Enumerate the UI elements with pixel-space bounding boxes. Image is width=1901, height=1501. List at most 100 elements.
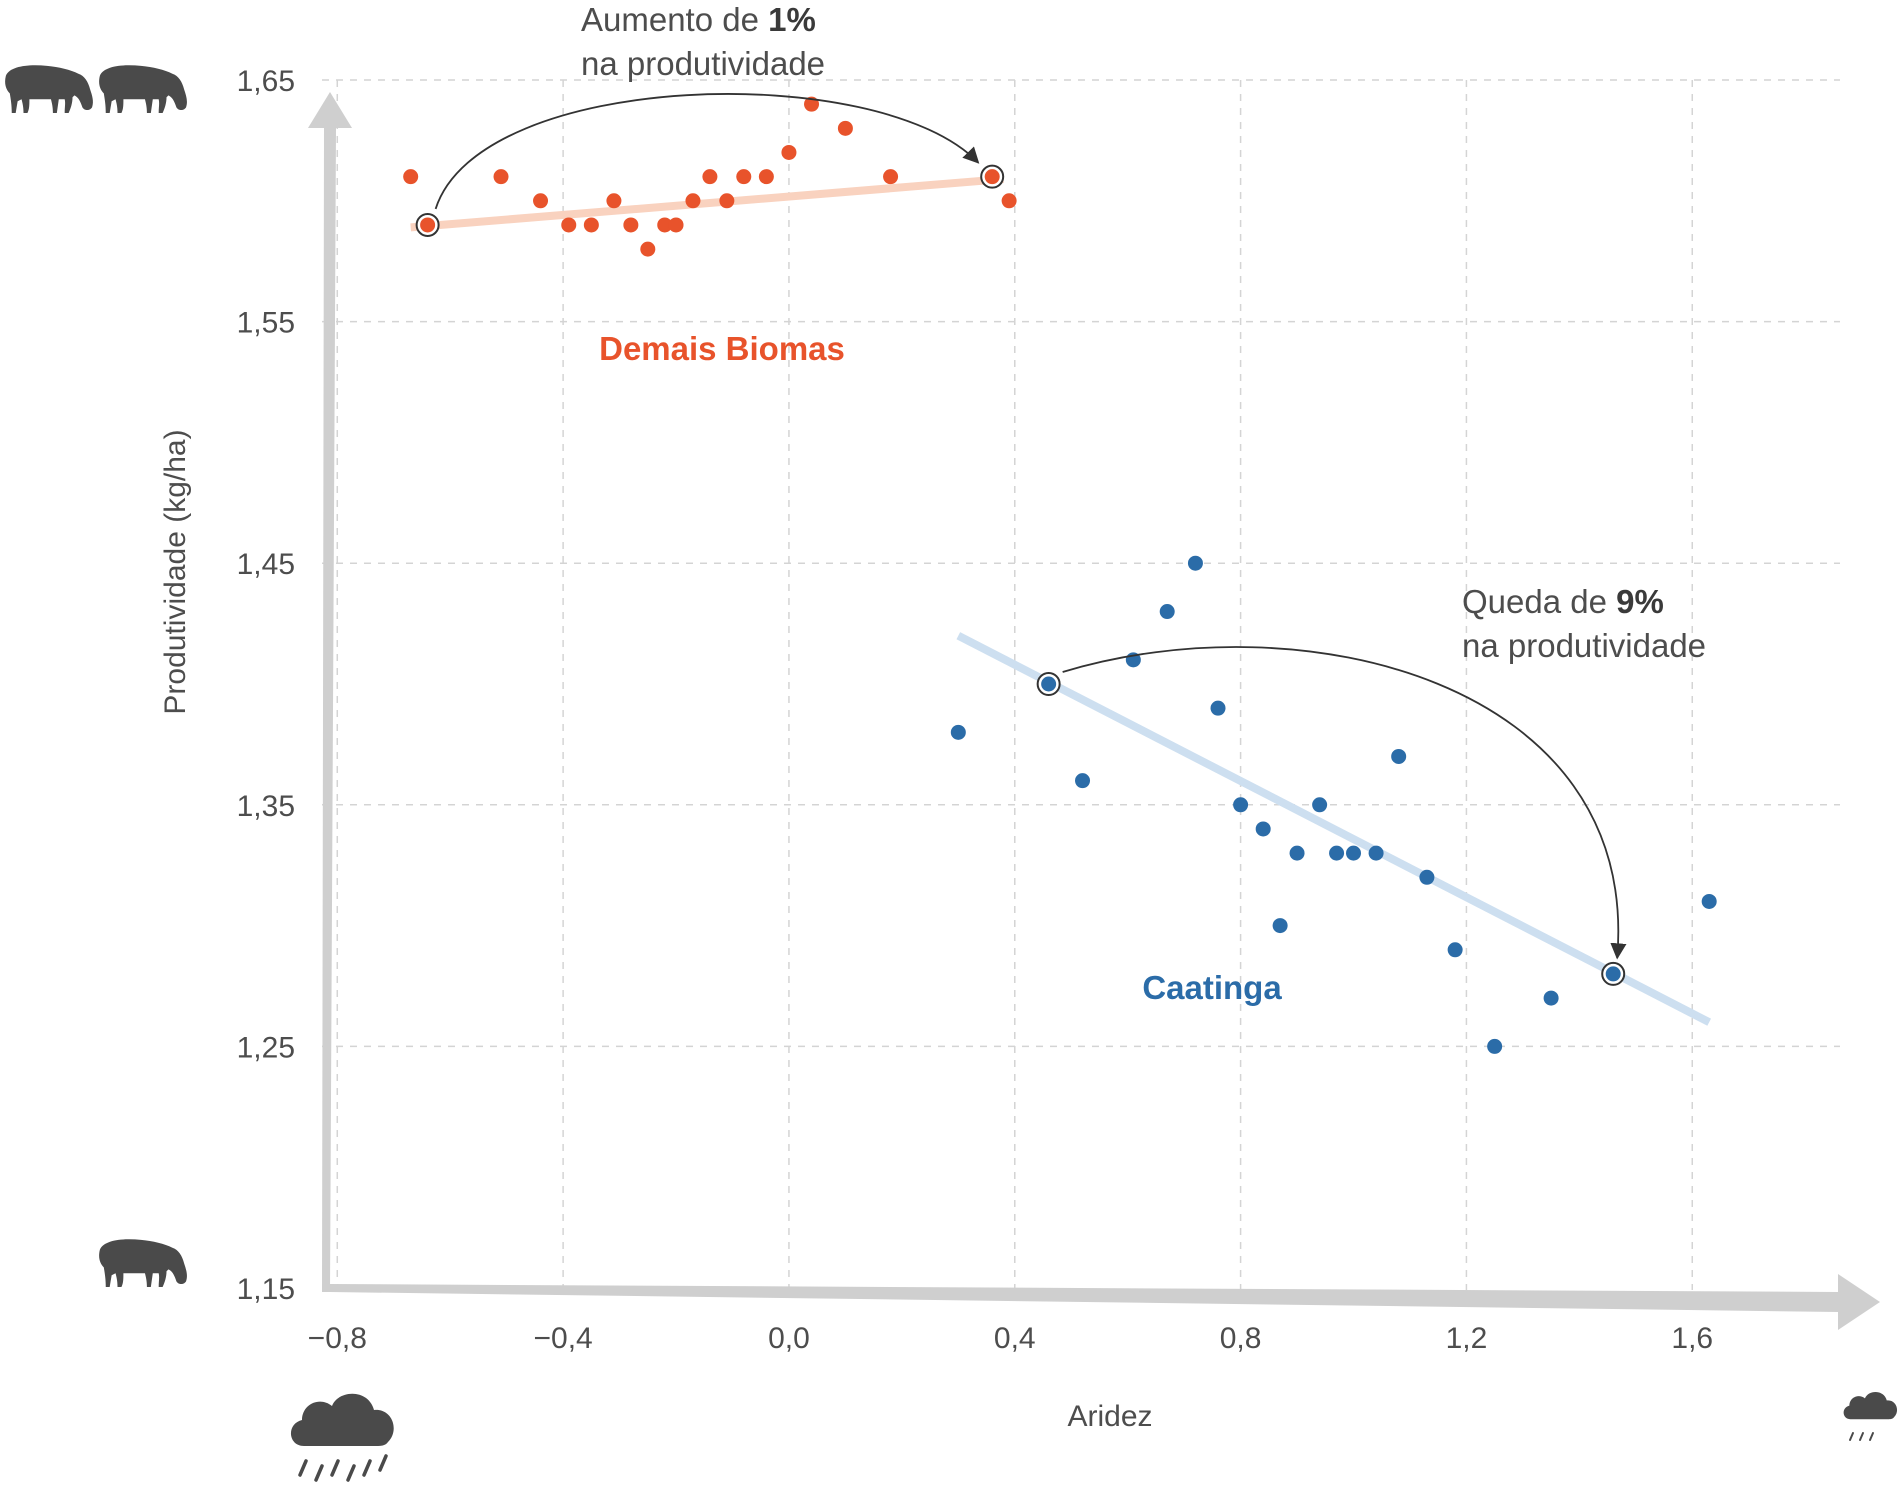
highlight-dot xyxy=(1605,966,1621,982)
series-label: Caatinga xyxy=(1142,969,1282,1006)
data-point xyxy=(950,724,966,740)
data-point xyxy=(1289,845,1305,861)
trend-line xyxy=(410,175,1004,232)
data-point xyxy=(1391,748,1407,764)
rain-drop xyxy=(298,1459,308,1477)
y-tick-label: 1,45 xyxy=(237,548,295,581)
data-point xyxy=(533,193,549,209)
annotation-line2: na produtividade xyxy=(581,45,825,82)
data-point xyxy=(1187,555,1203,571)
x-tick-label: 0,8 xyxy=(1220,1322,1262,1355)
grid xyxy=(322,79,1840,1290)
light-rain-cloud-icon xyxy=(1843,1392,1898,1420)
data-point xyxy=(493,169,509,185)
rain-drops-light xyxy=(1849,1432,1874,1441)
data-point xyxy=(623,217,639,233)
rain-drop xyxy=(330,1459,340,1477)
icons xyxy=(5,65,1898,1482)
heavy-rain-cloud-icon xyxy=(290,1393,394,1446)
data-point xyxy=(1419,869,1435,885)
data-point xyxy=(883,169,899,185)
data-point xyxy=(837,120,853,136)
x-axis-arrow xyxy=(330,1274,1880,1330)
highlight-dot xyxy=(984,169,1000,185)
data-point xyxy=(685,193,701,209)
data-point xyxy=(403,169,419,185)
two-cattle-icon xyxy=(99,65,187,113)
data-point xyxy=(1346,845,1362,861)
y-tick-label: 1,55 xyxy=(237,307,295,340)
data-point xyxy=(1701,893,1717,909)
highlighted-point xyxy=(980,164,1005,189)
x-axis-title: Aridez xyxy=(1067,1400,1152,1433)
data-point xyxy=(640,241,656,257)
data-point xyxy=(1543,990,1559,1006)
rain-drop xyxy=(1849,1432,1854,1441)
data-point xyxy=(736,169,752,185)
annotation-line1: Queda de 9% xyxy=(1462,583,1664,620)
rain-drop xyxy=(378,1454,388,1472)
highlighted-point xyxy=(1601,961,1626,986)
data-point xyxy=(1159,604,1175,620)
data-point xyxy=(1312,797,1328,813)
data-point xyxy=(1272,918,1288,934)
data-point xyxy=(657,217,673,233)
data-point xyxy=(1329,845,1345,861)
data-point xyxy=(758,169,774,185)
axes: 1,15 1,25 1,35 1,45 1,55 1,65 −0,8 −0,4 0,0 0,4 0,… xyxy=(159,65,1880,1433)
data-point xyxy=(702,169,718,185)
annotation-prefix: Queda de xyxy=(1462,583,1616,620)
data-points: Demais Biomas Caatinga xyxy=(403,96,1717,1054)
data-point xyxy=(1368,845,1384,861)
trend-lines xyxy=(410,175,1712,1026)
data-point xyxy=(1210,700,1226,716)
rain-drop xyxy=(362,1459,372,1477)
cattle-icon xyxy=(99,1239,187,1287)
series-label: Demais Biomas xyxy=(599,330,845,367)
annotation-prefix: Aumento de xyxy=(581,1,768,38)
annotation-line2: na produtividade xyxy=(1462,627,1706,664)
data-point xyxy=(804,96,820,112)
y-tick-label: 1,15 xyxy=(237,1273,295,1306)
annotation-percent: 9% xyxy=(1616,583,1664,620)
decrease-arrow xyxy=(1062,646,1627,960)
y-axis-arrow xyxy=(308,92,352,1292)
y-axis-title: Produtividade (kg/ha) xyxy=(159,429,192,714)
rain-drop xyxy=(1859,1432,1864,1441)
data-point xyxy=(719,193,735,209)
highlighted-point xyxy=(1036,672,1061,696)
data-point xyxy=(1255,821,1271,837)
x-tick-label: 1,2 xyxy=(1446,1322,1488,1355)
y-tick-label: 1,25 xyxy=(237,1031,295,1064)
annotations: Aumento de 1% na produtividade Queda de 9%… xyxy=(434,1,1706,960)
data-point xyxy=(1487,1038,1503,1054)
y-tick-label: 1,65 xyxy=(237,65,295,98)
data-point xyxy=(668,217,684,233)
rain-drop xyxy=(314,1464,324,1482)
annotation-percent: 1% xyxy=(768,1,816,38)
data-point xyxy=(583,217,599,233)
x-tick-label: −0,8 xyxy=(308,1322,367,1355)
highlighted-point xyxy=(415,212,440,237)
data-point xyxy=(1075,773,1091,789)
data-point xyxy=(781,144,797,160)
rain-drop xyxy=(346,1464,356,1482)
x-tick-label: 1,6 xyxy=(1671,1322,1713,1355)
y-tick-label: 1,35 xyxy=(237,790,295,823)
data-point xyxy=(1001,193,1017,209)
two-cattle-icon xyxy=(5,65,93,113)
rain-drops xyxy=(298,1454,388,1482)
highlight-dot xyxy=(1041,676,1057,692)
x-tick-label: 0,0 xyxy=(768,1322,810,1355)
data-point xyxy=(606,193,622,209)
data-point xyxy=(1447,942,1463,958)
x-tick-label: −0,4 xyxy=(534,1322,593,1355)
x-tick-label: 0,4 xyxy=(994,1322,1036,1355)
data-point xyxy=(1233,797,1249,813)
data-point xyxy=(561,217,577,233)
trend-line xyxy=(956,632,1712,1026)
highlight-dot xyxy=(420,217,436,233)
annotation-line1: Aumento de 1% xyxy=(581,1,816,38)
